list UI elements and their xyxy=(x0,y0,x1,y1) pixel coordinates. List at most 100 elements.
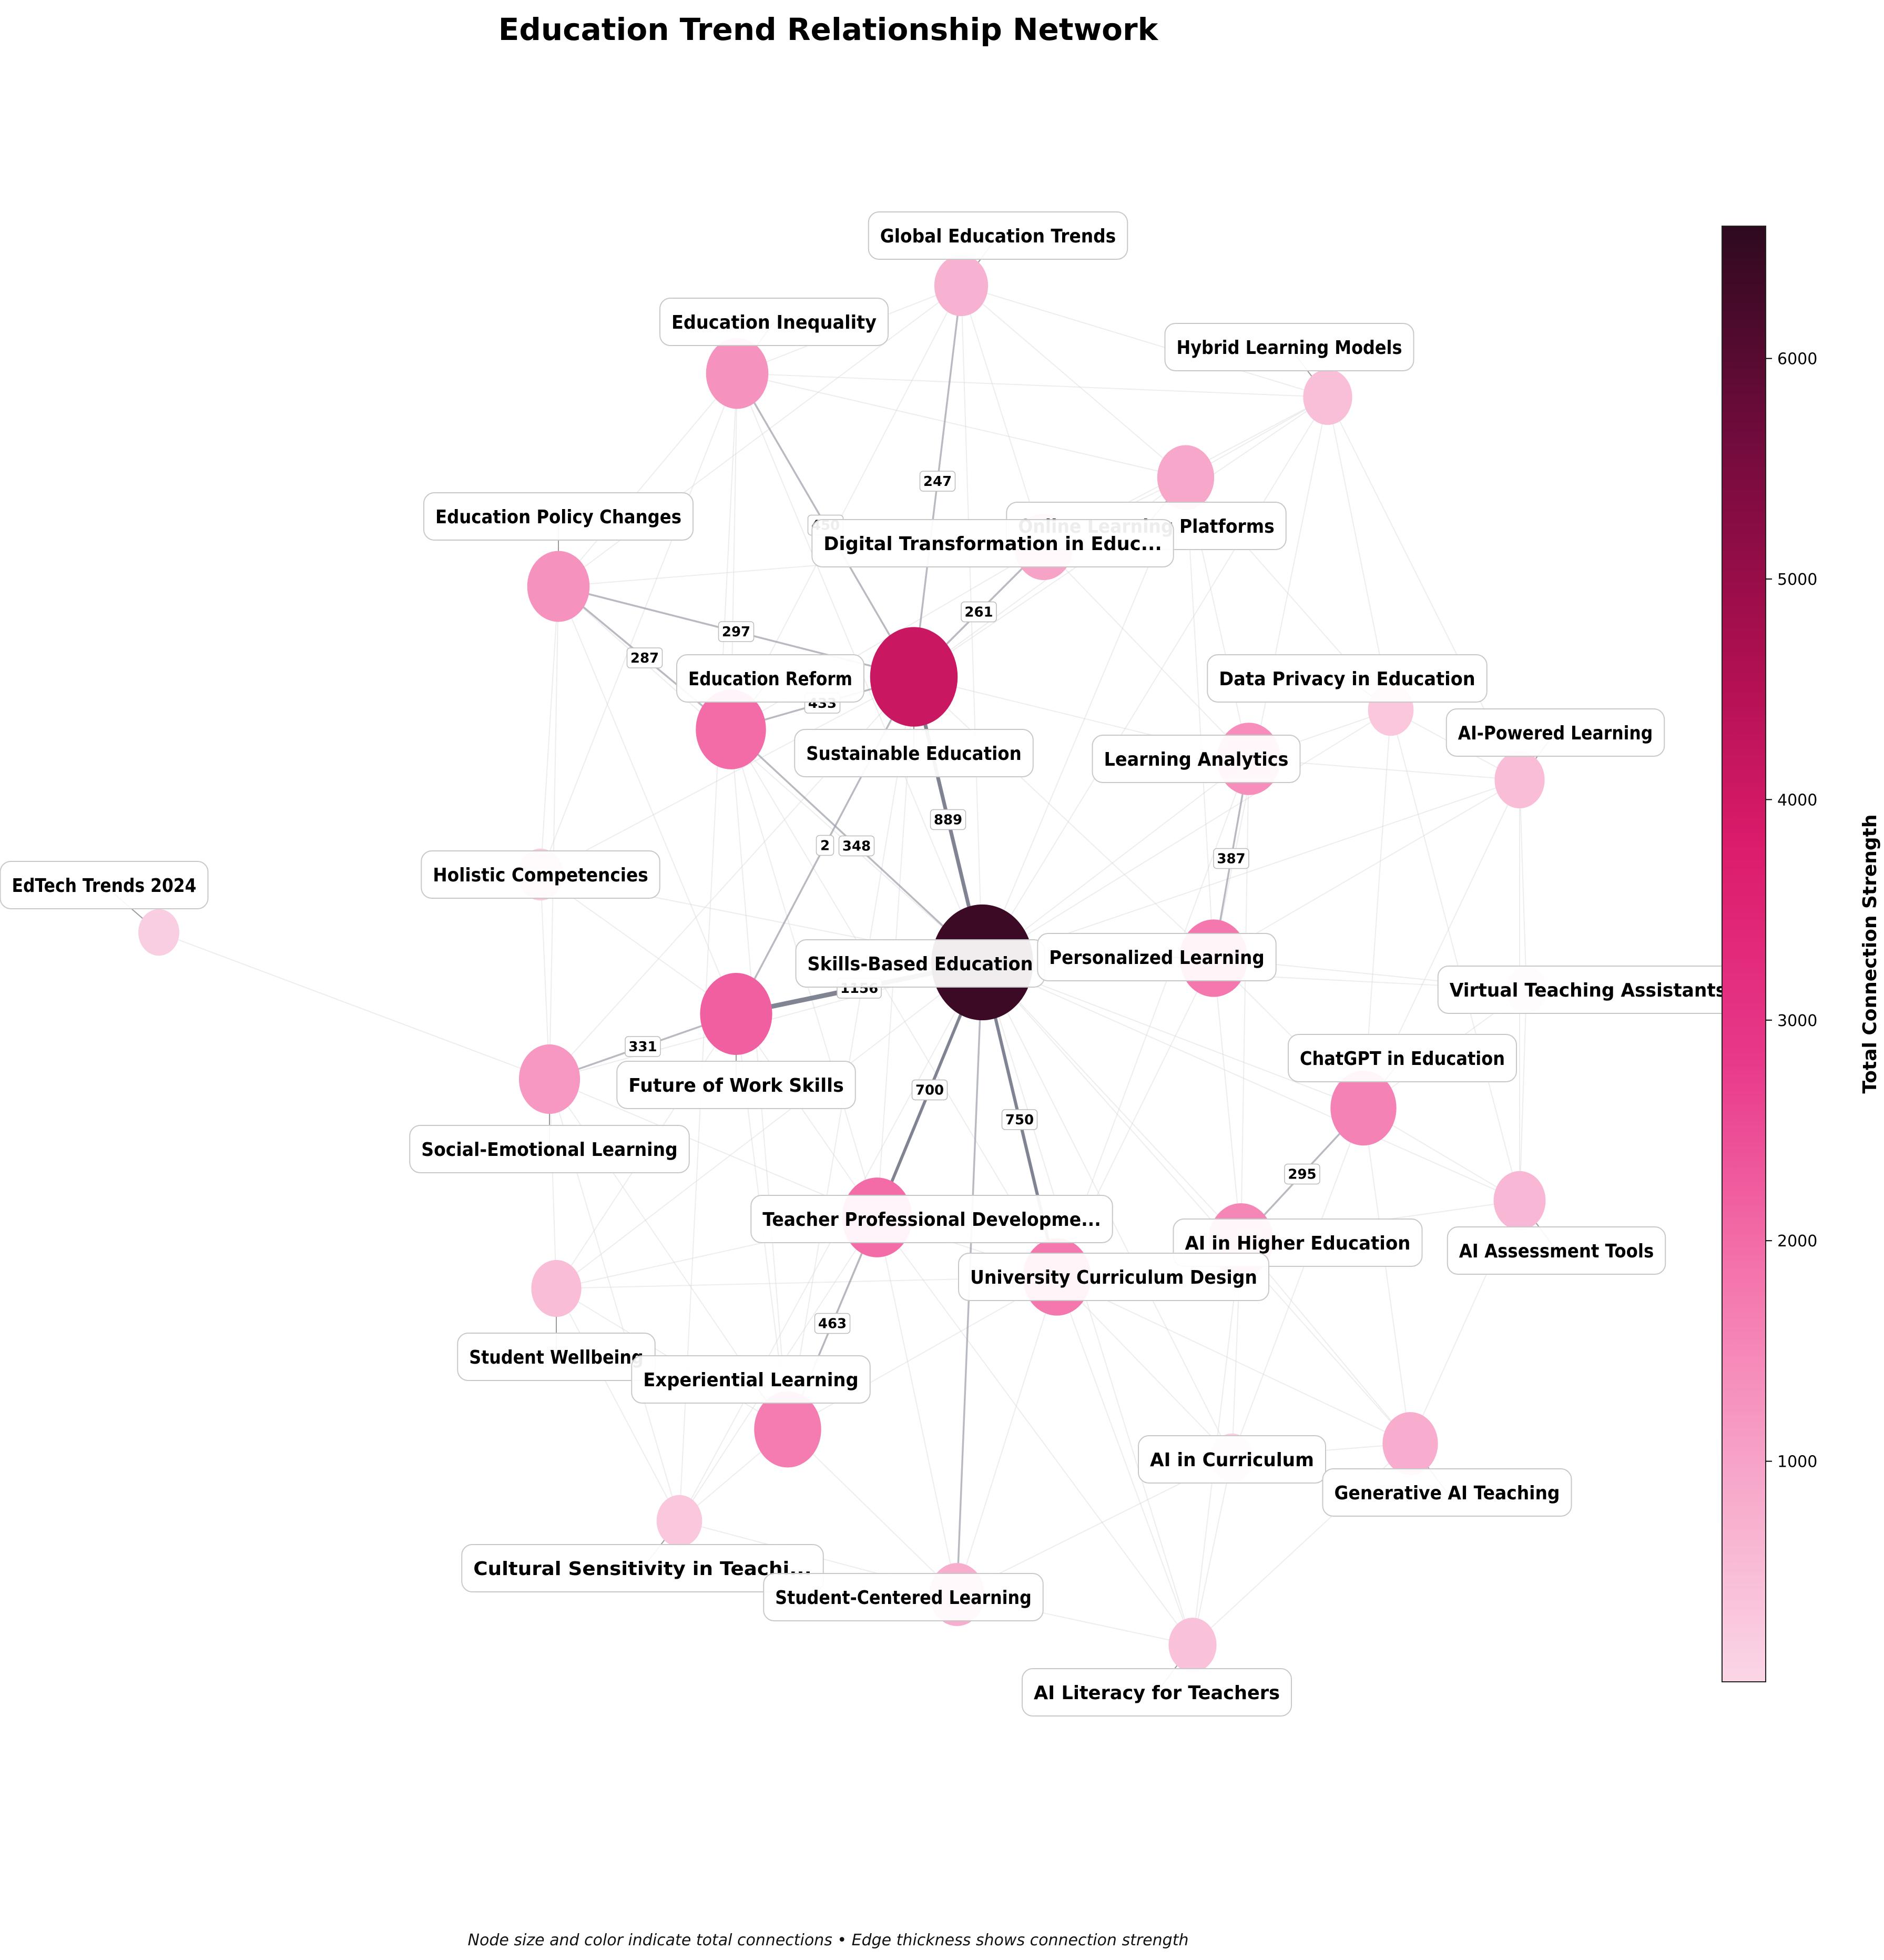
colorbar: 1000 2000 3000 4000 5000 6000 Total Connectio… xyxy=(1722,226,1881,1682)
node-sel[interactable] xyxy=(518,1044,581,1114)
edge-weight-label: 247 xyxy=(919,471,956,492)
edge-skills-ailiteracy xyxy=(982,962,1193,1646)
edge-teacherpd-sel xyxy=(549,1079,878,1218)
colorbar-gradient xyxy=(1722,226,1766,1682)
edge-inequality-hybrid xyxy=(737,373,1328,398)
edge-personalized-aihigher xyxy=(1213,958,1241,1241)
edge-skills-aipowered xyxy=(982,779,1520,963)
node-chatgpt[interactable] xyxy=(1330,1070,1397,1146)
edge-personalized-online xyxy=(1185,477,1214,959)
svg-text:Hybrid Learning Models: Hybrid Learning Models xyxy=(1177,337,1402,359)
edge-weight-label: 387 xyxy=(1213,848,1249,869)
node-label-reform: Education Reform xyxy=(676,654,864,703)
svg-text:Digital Transformation in Educ: Digital Transformation in Educ... xyxy=(823,533,1162,555)
node-online[interactable] xyxy=(1157,445,1215,510)
edge-univcurr-ailiteracy xyxy=(1056,1276,1193,1646)
svg-text:387: 387 xyxy=(1217,851,1245,867)
edge-weight-label: 463 xyxy=(814,1313,851,1334)
node-label-personalized: Personalized Learning xyxy=(1037,933,1277,981)
edge-univcurr-aicurr xyxy=(1056,1276,1233,1458)
node-label-aiassess: AI Assessment Tools xyxy=(1447,1226,1666,1275)
edge-sel-edtech xyxy=(158,932,550,1080)
node-label-cultural: Cultural Sensitivity in Teachi... xyxy=(461,1544,824,1592)
node-label-teacherpd: Teacher Professional Developme... xyxy=(750,1195,1113,1243)
node-label-edtech: EdTech Trends 2024 xyxy=(0,861,209,909)
svg-text:Data Privacy in Education: Data Privacy in Education xyxy=(1219,668,1475,690)
node-label-inequality: Education Inequality xyxy=(659,298,889,346)
svg-text:Skills-Based Education: Skills-Based Education xyxy=(808,953,1033,975)
node-global[interactable] xyxy=(934,255,989,317)
edge-weight-label: 700 xyxy=(911,1079,948,1101)
edge-sustainable-holistic xyxy=(540,676,914,875)
edge-sustainable-personalized xyxy=(913,676,1214,959)
edge-aicurr-ailiteracy xyxy=(1192,1457,1233,1646)
edge-online-global xyxy=(961,285,1186,478)
edge-weight-label: 2 xyxy=(816,835,834,856)
svg-text:889: 889 xyxy=(934,813,962,828)
node-label-global: Global Education Trends xyxy=(868,211,1128,260)
node-label-policy: Education Policy Changes xyxy=(423,492,694,541)
colorbar-tick-label: 1000 xyxy=(1777,1453,1817,1471)
node-ailiteracy[interactable] xyxy=(1168,1618,1217,1672)
edge-weight-label: 297 xyxy=(718,621,755,642)
edge-skills-global xyxy=(961,285,983,963)
svg-text:Virtual Teaching Assistants: Virtual Teaching Assistants xyxy=(1450,980,1727,1001)
svg-text:Student-Centered Learning: Student-Centered Learning xyxy=(775,1587,1032,1609)
node-futurework[interactable] xyxy=(700,973,772,1055)
svg-text:2: 2 xyxy=(820,838,830,854)
colorbar-tick-label: 3000 xyxy=(1777,1012,1817,1030)
node-label-genai: Generative AI Teaching xyxy=(1322,1468,1572,1517)
node-label-experiential: Experiential Learning xyxy=(631,1355,871,1404)
node-edtech[interactable] xyxy=(138,909,179,956)
node-wellbeing[interactable] xyxy=(531,1260,582,1317)
node-aiassess[interactable] xyxy=(1493,1171,1546,1231)
edge-skills-hybrid xyxy=(982,397,1328,963)
svg-text:Student Wellbeing: Student Wellbeing xyxy=(469,1347,644,1368)
node-label-holistic: Holistic Competencies xyxy=(421,850,660,899)
node-aipowered[interactable] xyxy=(1494,751,1545,809)
node-label-sustainable: Sustainable Education xyxy=(794,729,1034,777)
svg-text:Sustainable Education: Sustainable Education xyxy=(806,743,1022,765)
svg-text:297: 297 xyxy=(722,624,750,640)
node-cultural[interactable] xyxy=(656,1495,702,1547)
colorbar-label: Total Connection Strength xyxy=(1859,814,1881,1093)
colorbar-tick-label: 4000 xyxy=(1777,791,1817,809)
node-inequality[interactable] xyxy=(706,338,769,409)
edge-univcurr-studentcentered xyxy=(956,1276,1057,1595)
edge-univcurr-experiential xyxy=(787,1276,1057,1430)
edge-genai-univcurr xyxy=(1056,1276,1411,1444)
node-sustainable[interactable] xyxy=(870,627,958,727)
svg-text:AI Assessment Tools: AI Assessment Tools xyxy=(1459,1241,1654,1262)
node-genai[interactable] xyxy=(1382,1412,1438,1475)
svg-text:Teacher Professional Developme: Teacher Professional Developme... xyxy=(762,1209,1101,1231)
edge-skills-chatgpt xyxy=(982,962,1364,1109)
svg-text:463: 463 xyxy=(818,1316,847,1332)
node-reform[interactable] xyxy=(696,689,766,769)
svg-text:AI in Higher Education: AI in Higher Education xyxy=(1185,1233,1411,1254)
edge-sel-wellbeing xyxy=(549,1079,557,1289)
svg-text:Learning Analytics: Learning Analytics xyxy=(1104,749,1289,770)
edge-analytics-univcurr xyxy=(1056,758,1249,1277)
edge-skills-aihigher xyxy=(982,962,1241,1241)
svg-text:247: 247 xyxy=(923,474,952,490)
edge-aipowered-vta xyxy=(1519,779,1527,990)
node-policy[interactable] xyxy=(527,551,590,622)
edge-holistic-inequality xyxy=(540,373,738,875)
edge-privacy-aiassess xyxy=(1390,709,1520,1201)
edge-chatgpt-aicurr xyxy=(1231,1108,1364,1458)
edge-policy-inequality xyxy=(558,373,738,587)
edge-teacherpd-studentcentered xyxy=(877,1217,958,1595)
node-experiential[interactable] xyxy=(754,1391,821,1468)
edge-label-layer: 2247261287295297331348387433450463700750… xyxy=(625,471,1320,1334)
edge-weight-label: 261 xyxy=(961,601,997,623)
edge-chatgpt-genai xyxy=(1363,1108,1411,1444)
node-label-wellbeing: Student Wellbeing xyxy=(457,1333,656,1381)
colorbar-tick-label: 5000 xyxy=(1777,571,1817,589)
svg-text:AI Literacy for Teachers: AI Literacy for Teachers xyxy=(1034,1682,1280,1704)
node-label-skills: Skills-Based Education xyxy=(795,939,1045,988)
svg-text:Social-Emotional Learning: Social-Emotional Learning xyxy=(421,1139,678,1161)
colorbar-ticks: 1000 2000 3000 4000 5000 6000 xyxy=(1766,350,1817,1471)
node-hybrid[interactable] xyxy=(1303,369,1352,425)
colorbar-tick-label: 6000 xyxy=(1777,350,1817,369)
